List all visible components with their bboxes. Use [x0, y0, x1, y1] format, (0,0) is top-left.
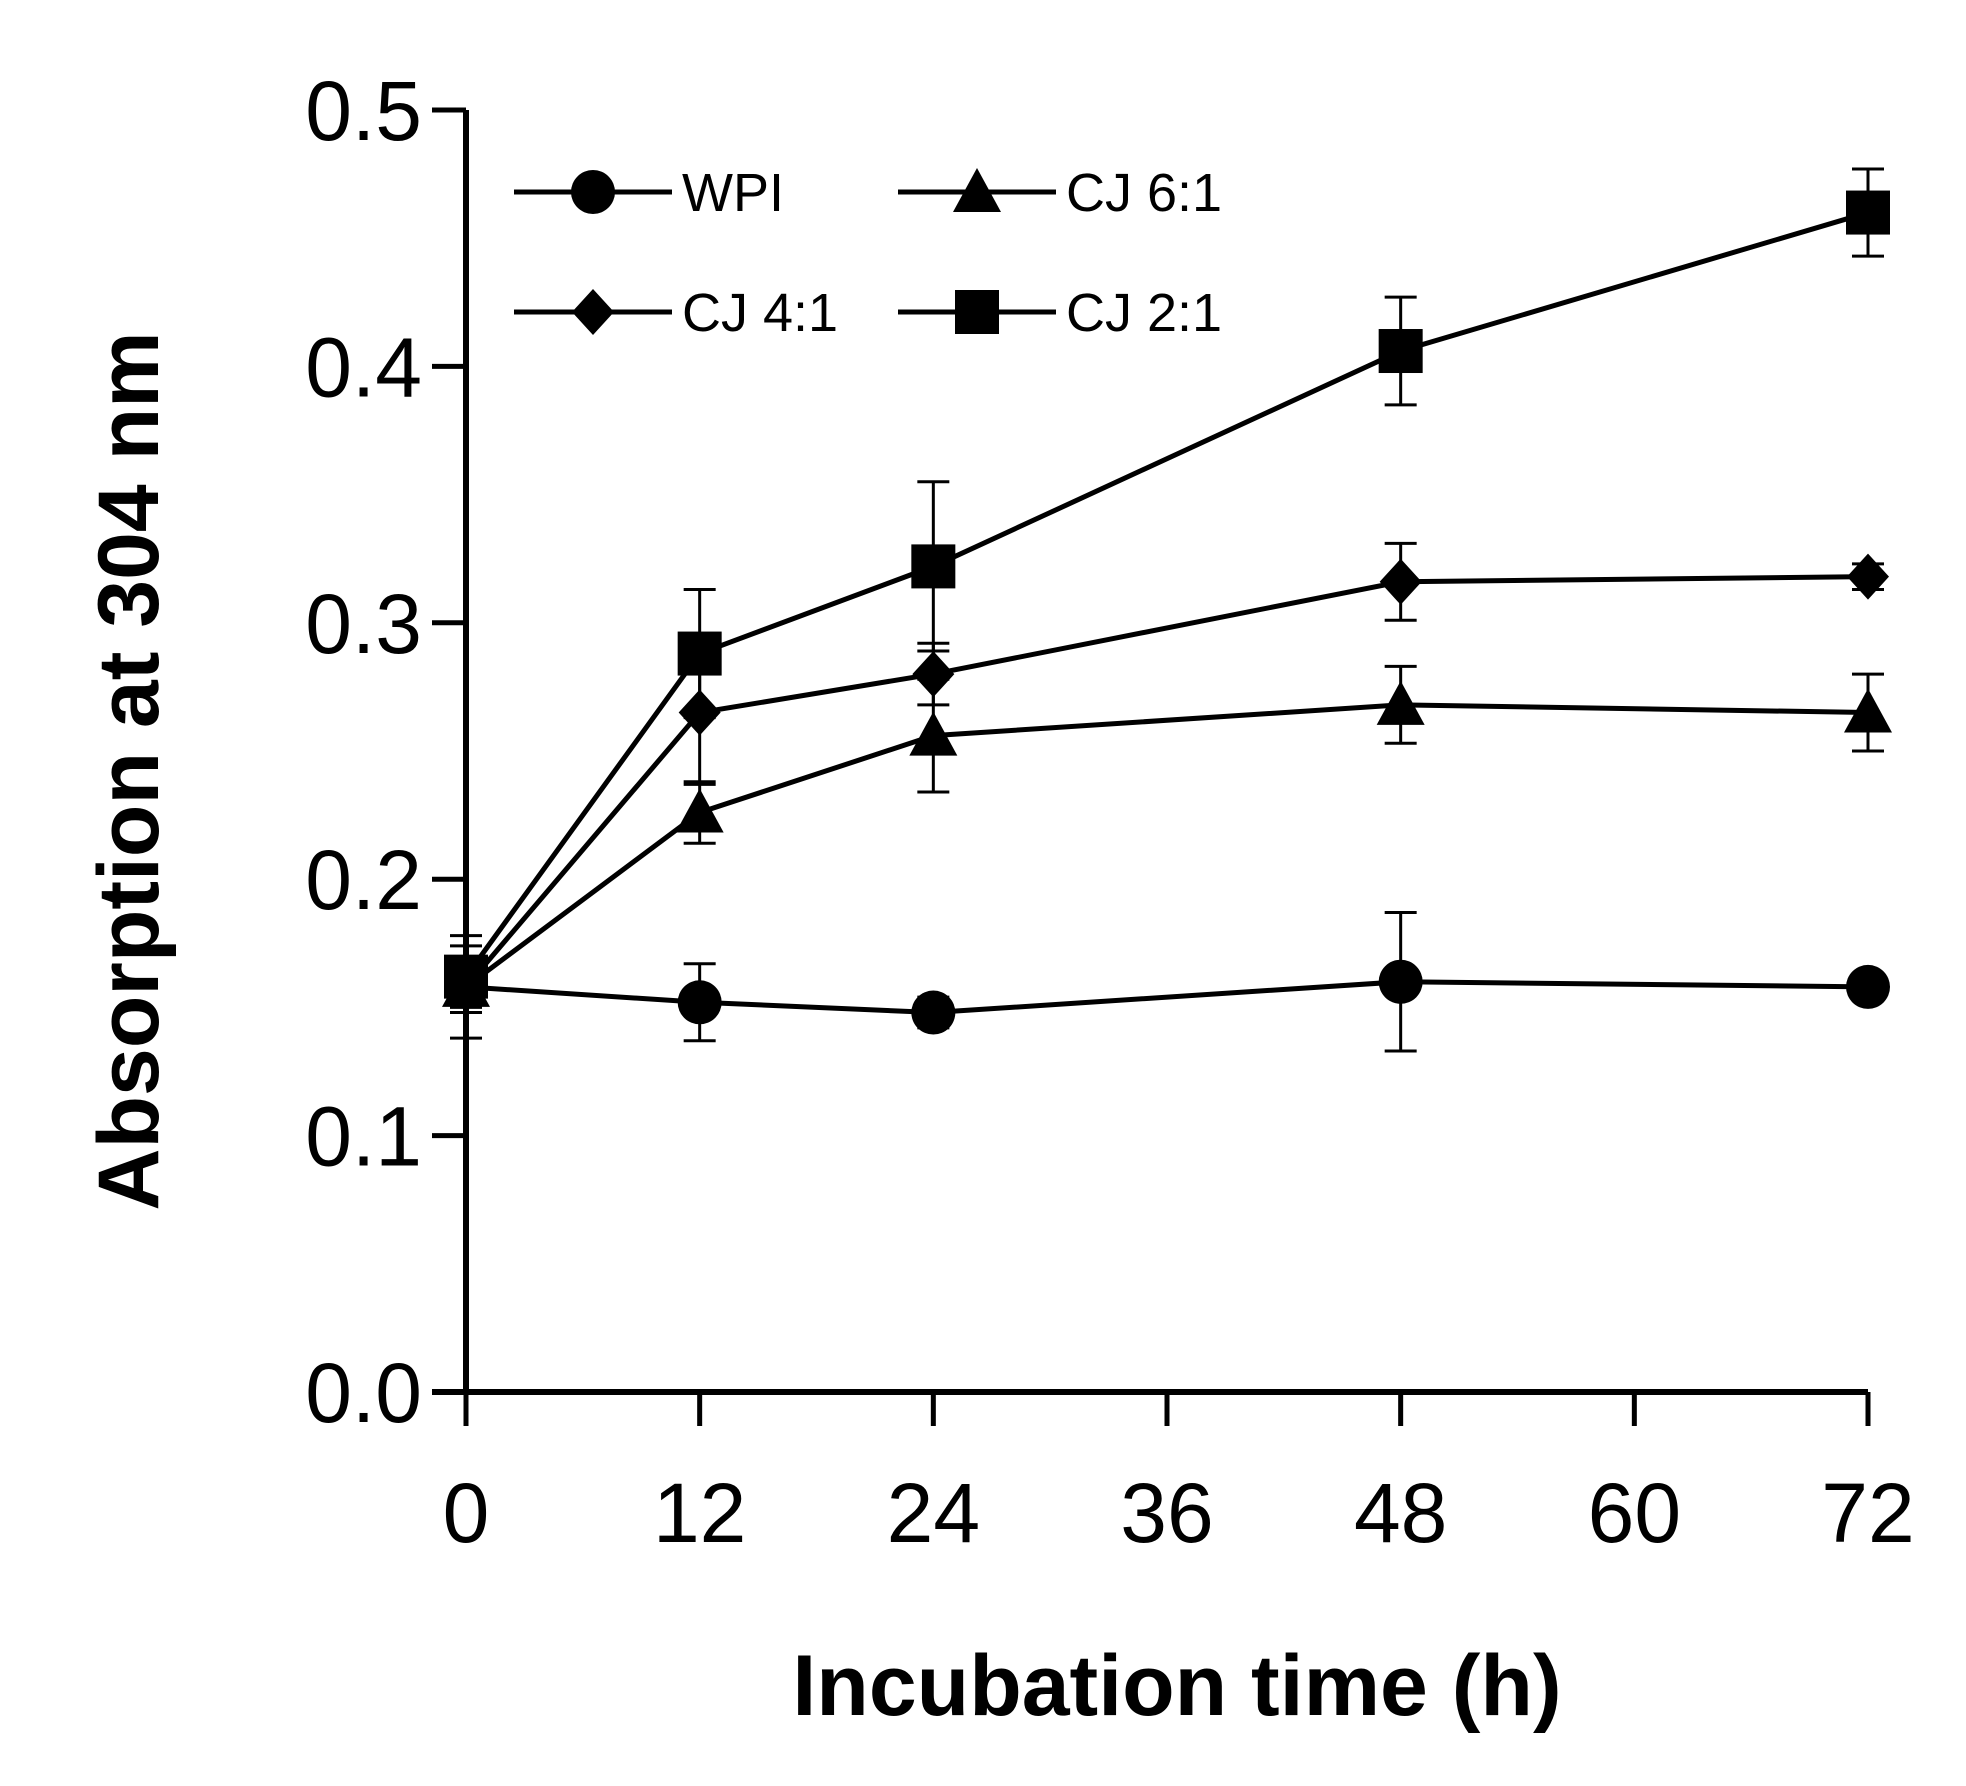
x-axis-title: Incubation time (h) — [792, 1638, 1561, 1734]
legend-marker-wpi — [571, 170, 615, 214]
x-tick-label: 72 — [1821, 1466, 1914, 1560]
data-point-wpi — [1846, 964, 1890, 1009]
x-tick-label: 12 — [653, 1466, 746, 1560]
legend-label: CJ 4:1 — [682, 283, 838, 343]
data-point-cj-2-1 — [1378, 329, 1423, 374]
x-tick-label: 60 — [1588, 1466, 1681, 1560]
data-point-cj-2-1 — [911, 544, 956, 589]
data-point-cj-2-1 — [677, 631, 722, 676]
x-ticks: 0 12 24 36 48 60 72 — [443, 1392, 1915, 1560]
legend-item-cj-2-1: CJ 2:1 — [898, 283, 1222, 343]
y-tick-label: 0.1 — [305, 1090, 422, 1184]
legend-marker-cj-2-1 — [955, 290, 999, 334]
y-axis-title: Absorption at 304 nm — [81, 331, 177, 1210]
x-tick-label: 48 — [1354, 1466, 1447, 1560]
data-point-cj-6-1 — [675, 788, 724, 833]
legend-marker-cj-4-1 — [572, 289, 614, 335]
legend: WPI CJ 6:1 CJ 4:1 CJ 2:1 — [514, 163, 1222, 343]
data-point-cj-6-1 — [1844, 688, 1892, 733]
series-layer — [442, 167, 1892, 1053]
data-point-cj-6-1 — [909, 711, 958, 756]
y-ticks: 0.0 0.1 0.2 0.3 0.4 0.5 — [305, 64, 466, 1440]
data-point-wpi — [677, 980, 722, 1025]
y-tick-label: 0.2 — [305, 833, 422, 927]
legend-item-cj-4-1: CJ 4:1 — [514, 283, 838, 343]
data-point-wpi — [911, 990, 956, 1035]
data-point-cj-6-1 — [1376, 680, 1425, 725]
data-point-cj-4-1 — [912, 651, 955, 698]
y-tick-label: 0.0 — [305, 1346, 422, 1440]
data-point-cj-4-1 — [1847, 553, 1889, 600]
x-tick-label: 24 — [887, 1466, 980, 1560]
legend-item-cj-6-1: CJ 6:1 — [898, 163, 1222, 223]
data-point-cj-2-1 — [1846, 190, 1890, 235]
y-tick-label: 0.3 — [305, 577, 422, 671]
x-tick-label: 36 — [1120, 1466, 1213, 1560]
legend-marker-cj-6-1 — [953, 168, 1001, 212]
legend-label: CJ 6:1 — [1066, 163, 1222, 223]
data-point-wpi — [1378, 959, 1423, 1004]
data-point-cj-2-1 — [444, 954, 488, 999]
y-tick-label: 0.5 — [305, 64, 422, 158]
data-point-cj-4-1 — [1379, 558, 1422, 605]
legend-label: WPI — [682, 163, 784, 223]
series-cj-2-1 — [444, 167, 1890, 1009]
x-tick-label: 0 — [443, 1466, 490, 1560]
axes — [432, 110, 1868, 1395]
legend-item-wpi: WPI — [514, 163, 784, 223]
legend-label: CJ 2:1 — [1066, 283, 1222, 343]
y-tick-label: 0.4 — [305, 320, 422, 414]
